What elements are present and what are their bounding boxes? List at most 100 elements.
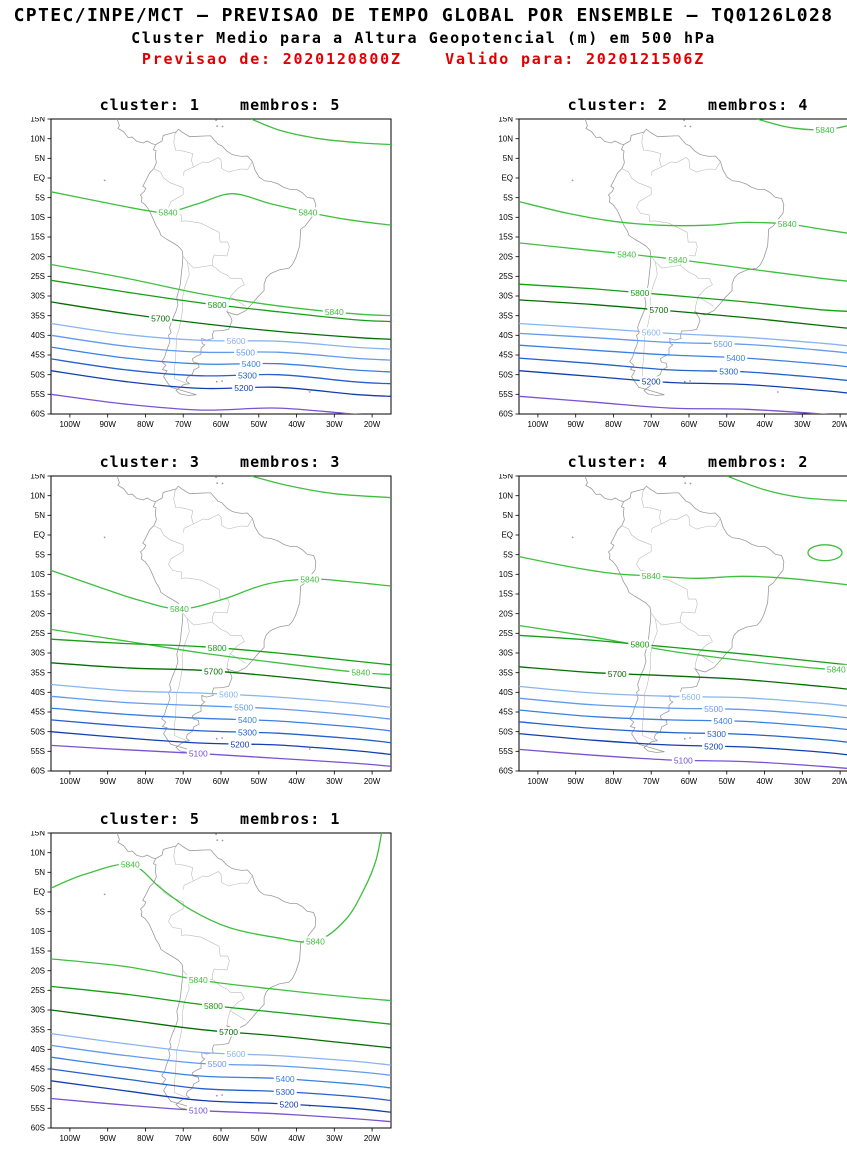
panel-title-cluster-3: cluster: 3 membros: 3	[99, 453, 341, 471]
svg-text:5N: 5N	[503, 511, 513, 520]
svg-text:50W: 50W	[719, 420, 736, 429]
map-cluster-1: 15N 10N 5N EQ 5S 10S 15S 20S 25S 30S 35S 40S 45S 50S 5…	[30, 117, 392, 429]
figure-header: CPTEC/INPE/MCT — PREVISAO DE TEMPO GLOBA…	[0, 0, 847, 68]
svg-text:5700: 5700	[219, 1027, 238, 1037]
svg-text:15S: 15S	[31, 590, 45, 599]
svg-text:80W: 80W	[137, 420, 154, 429]
svg-text:50S: 50S	[31, 727, 45, 736]
svg-text:5300: 5300	[238, 728, 257, 738]
svg-text:40S: 40S	[499, 331, 513, 340]
svg-text:15N: 15N	[30, 117, 45, 124]
panel-title-cluster-4: cluster: 4 membros: 2	[567, 453, 809, 471]
header-line1: CPTEC/INPE/MCT — PREVISAO DE TEMPO GLOBA…	[13, 5, 834, 26]
svg-text:100W: 100W	[527, 420, 548, 429]
svg-text:60W: 60W	[213, 777, 230, 786]
svg-text:60S: 60S	[499, 410, 513, 419]
svg-text:25S: 25S	[31, 986, 45, 995]
svg-text:5840: 5840	[351, 668, 370, 678]
svg-text:5840: 5840	[189, 975, 208, 985]
svg-text:55S: 55S	[499, 390, 513, 399]
svg-text:25S: 25S	[31, 629, 45, 638]
svg-text:55S: 55S	[31, 747, 45, 756]
svg-text:5200: 5200	[234, 383, 253, 393]
svg-text:45S: 45S	[499, 708, 513, 717]
svg-text:50W: 50W	[251, 777, 268, 786]
svg-text:5840: 5840	[121, 860, 140, 870]
svg-text:35S: 35S	[499, 668, 513, 677]
svg-text:40S: 40S	[31, 1045, 45, 1054]
map-cluster-2: 15N 10N 5N EQ 5S 10S 15S 20S 25S 30S 35S 40S 45S 50S 5…	[498, 117, 847, 429]
panel-cluster-4: cluster: 4 membros: 2 15N 10N 5N EQ 5S 10S 15S…	[474, 453, 847, 794]
svg-text:EQ: EQ	[33, 531, 45, 540]
svg-text:5300: 5300	[238, 370, 257, 380]
svg-text:10S: 10S	[31, 570, 45, 579]
svg-text:5840: 5840	[159, 207, 178, 217]
svg-text:40W: 40W	[756, 420, 773, 429]
svg-text:5600: 5600	[642, 327, 661, 337]
svg-text:5840: 5840	[300, 574, 319, 584]
map-cluster-3: 15N 10N 5N EQ 5S 10S 15S 20S 25S 30S 35S 40S 45S 50S 5…	[30, 474, 392, 786]
panel-title-cluster-2: cluster: 2 membros: 4	[567, 96, 809, 114]
svg-text:70W: 70W	[643, 420, 660, 429]
svg-text:5N: 5N	[35, 868, 45, 877]
svg-text:5100: 5100	[674, 756, 693, 766]
svg-text:5200: 5200	[704, 741, 723, 751]
svg-text:35S: 35S	[31, 1025, 45, 1034]
svg-text:45S: 45S	[31, 708, 45, 717]
svg-text:40W: 40W	[288, 420, 305, 429]
svg-text:20W: 20W	[364, 1134, 381, 1143]
svg-text:60W: 60W	[681, 420, 698, 429]
svg-text:50S: 50S	[31, 1084, 45, 1093]
svg-text:70W: 70W	[643, 777, 660, 786]
svg-text:5840: 5840	[325, 307, 344, 317]
svg-text:5800: 5800	[208, 300, 227, 310]
svg-text:5700: 5700	[649, 305, 668, 315]
svg-text:5840: 5840	[827, 665, 846, 675]
header-line2: Cluster Medio para a Altura Geopotencial…	[131, 29, 716, 47]
svg-text:5N: 5N	[35, 154, 45, 163]
svg-text:30W: 30W	[326, 1134, 343, 1143]
svg-text:5500: 5500	[714, 339, 733, 349]
svg-text:30W: 30W	[794, 777, 811, 786]
svg-text:25S: 25S	[499, 272, 513, 281]
svg-text:10N: 10N	[498, 491, 513, 500]
svg-text:20S: 20S	[499, 252, 513, 261]
svg-text:25S: 25S	[499, 629, 513, 638]
svg-text:5840: 5840	[816, 125, 835, 135]
svg-text:5500: 5500	[208, 1059, 227, 1069]
svg-text:20W: 20W	[364, 777, 381, 786]
svg-text:5600: 5600	[681, 692, 700, 702]
svg-text:10N: 10N	[30, 134, 45, 143]
svg-text:55S: 55S	[31, 1104, 45, 1113]
svg-text:50S: 50S	[499, 370, 513, 379]
panel-cluster-3: cluster: 3 membros: 3 15N 10N 5N EQ 5S 10S 15S…	[6, 453, 406, 794]
svg-text:40W: 40W	[288, 777, 305, 786]
svg-text:5600: 5600	[227, 1049, 246, 1059]
svg-text:5N: 5N	[503, 154, 513, 163]
svg-text:5700: 5700	[204, 667, 223, 677]
svg-text:30S: 30S	[31, 1006, 45, 1015]
svg-text:50S: 50S	[31, 370, 45, 379]
panel-cluster-1: cluster: 1 membros: 5 15N 10N 5N EQ 5S 10S 15S…	[6, 96, 406, 437]
svg-text:15N: 15N	[498, 117, 513, 124]
svg-text:80W: 80W	[137, 1134, 154, 1143]
svg-text:60S: 60S	[31, 767, 45, 776]
svg-text:20W: 20W	[832, 777, 847, 786]
map-cluster-4: 15N 10N 5N EQ 5S 10S 15S 20S 25S 30S 35S 40S 45S 50S 5…	[498, 474, 847, 786]
svg-text:45S: 45S	[31, 351, 45, 360]
svg-text:5300: 5300	[276, 1087, 295, 1097]
svg-text:5800: 5800	[630, 640, 649, 650]
svg-text:5840: 5840	[617, 249, 636, 259]
svg-text:80W: 80W	[137, 777, 154, 786]
svg-text:30W: 30W	[326, 420, 343, 429]
svg-text:5500: 5500	[236, 347, 255, 357]
svg-text:40S: 40S	[31, 331, 45, 340]
svg-text:5800: 5800	[204, 1001, 223, 1011]
svg-text:5840: 5840	[170, 604, 189, 614]
svg-text:100W: 100W	[527, 777, 548, 786]
svg-text:40S: 40S	[31, 688, 45, 697]
svg-text:80W: 80W	[605, 420, 622, 429]
svg-text:10S: 10S	[31, 213, 45, 222]
svg-text:55S: 55S	[31, 390, 45, 399]
